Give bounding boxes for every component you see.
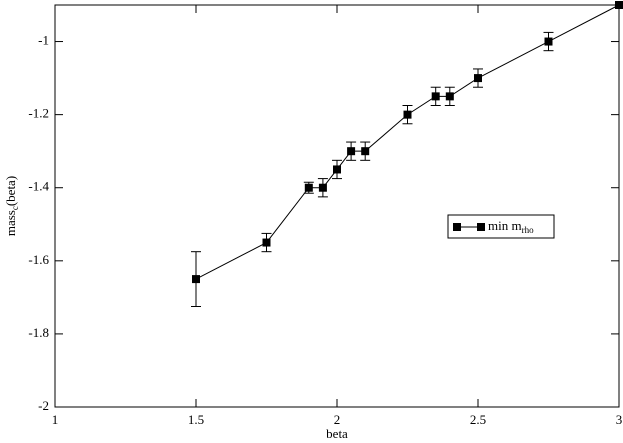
legend-label: min mrho: [488, 218, 534, 235]
marker: [347, 147, 356, 156]
legend-marker: [453, 223, 461, 231]
y-label-sub: c: [10, 206, 20, 210]
y-axis-label: massc(beta): [3, 176, 20, 236]
y-label-main: mass: [3, 210, 18, 236]
legend-name: min m: [488, 218, 522, 233]
x-axis-label: beta: [326, 426, 348, 441]
marker: [474, 74, 482, 83]
marker: [431, 92, 440, 101]
y-tick-label: -2: [38, 398, 49, 413]
marker: [445, 92, 454, 101]
plot-frame: [54, 4, 620, 408]
marker: [262, 238, 271, 247]
y-tick-label: -1.8: [28, 325, 49, 340]
y-tick-label: -1.4: [28, 179, 49, 194]
y-tick-label: -1.6: [28, 252, 49, 267]
y-tick-label: -1.2: [28, 106, 49, 121]
x-tick-label: 2.5: [470, 412, 486, 427]
legend-name-sub: rho: [522, 225, 534, 235]
y-tick-label: -1: [38, 33, 49, 48]
marker: [192, 275, 200, 284]
marker: [333, 165, 341, 174]
x-tick-label: 1.5: [188, 412, 204, 427]
y-label-tail: (beta): [3, 176, 18, 206]
marker: [615, 1, 623, 9]
x-tick-label: 1: [52, 412, 59, 427]
legend-marker: [477, 223, 485, 231]
marker: [403, 110, 412, 119]
marker: [304, 183, 313, 192]
marker: [361, 147, 370, 156]
x-tick-label: 2: [334, 412, 341, 427]
series-line: [195, 4, 620, 280]
legend-box: [447, 214, 555, 239]
marker: [544, 37, 553, 46]
marker: [318, 183, 327, 192]
x-tick-label: 3: [616, 412, 623, 427]
